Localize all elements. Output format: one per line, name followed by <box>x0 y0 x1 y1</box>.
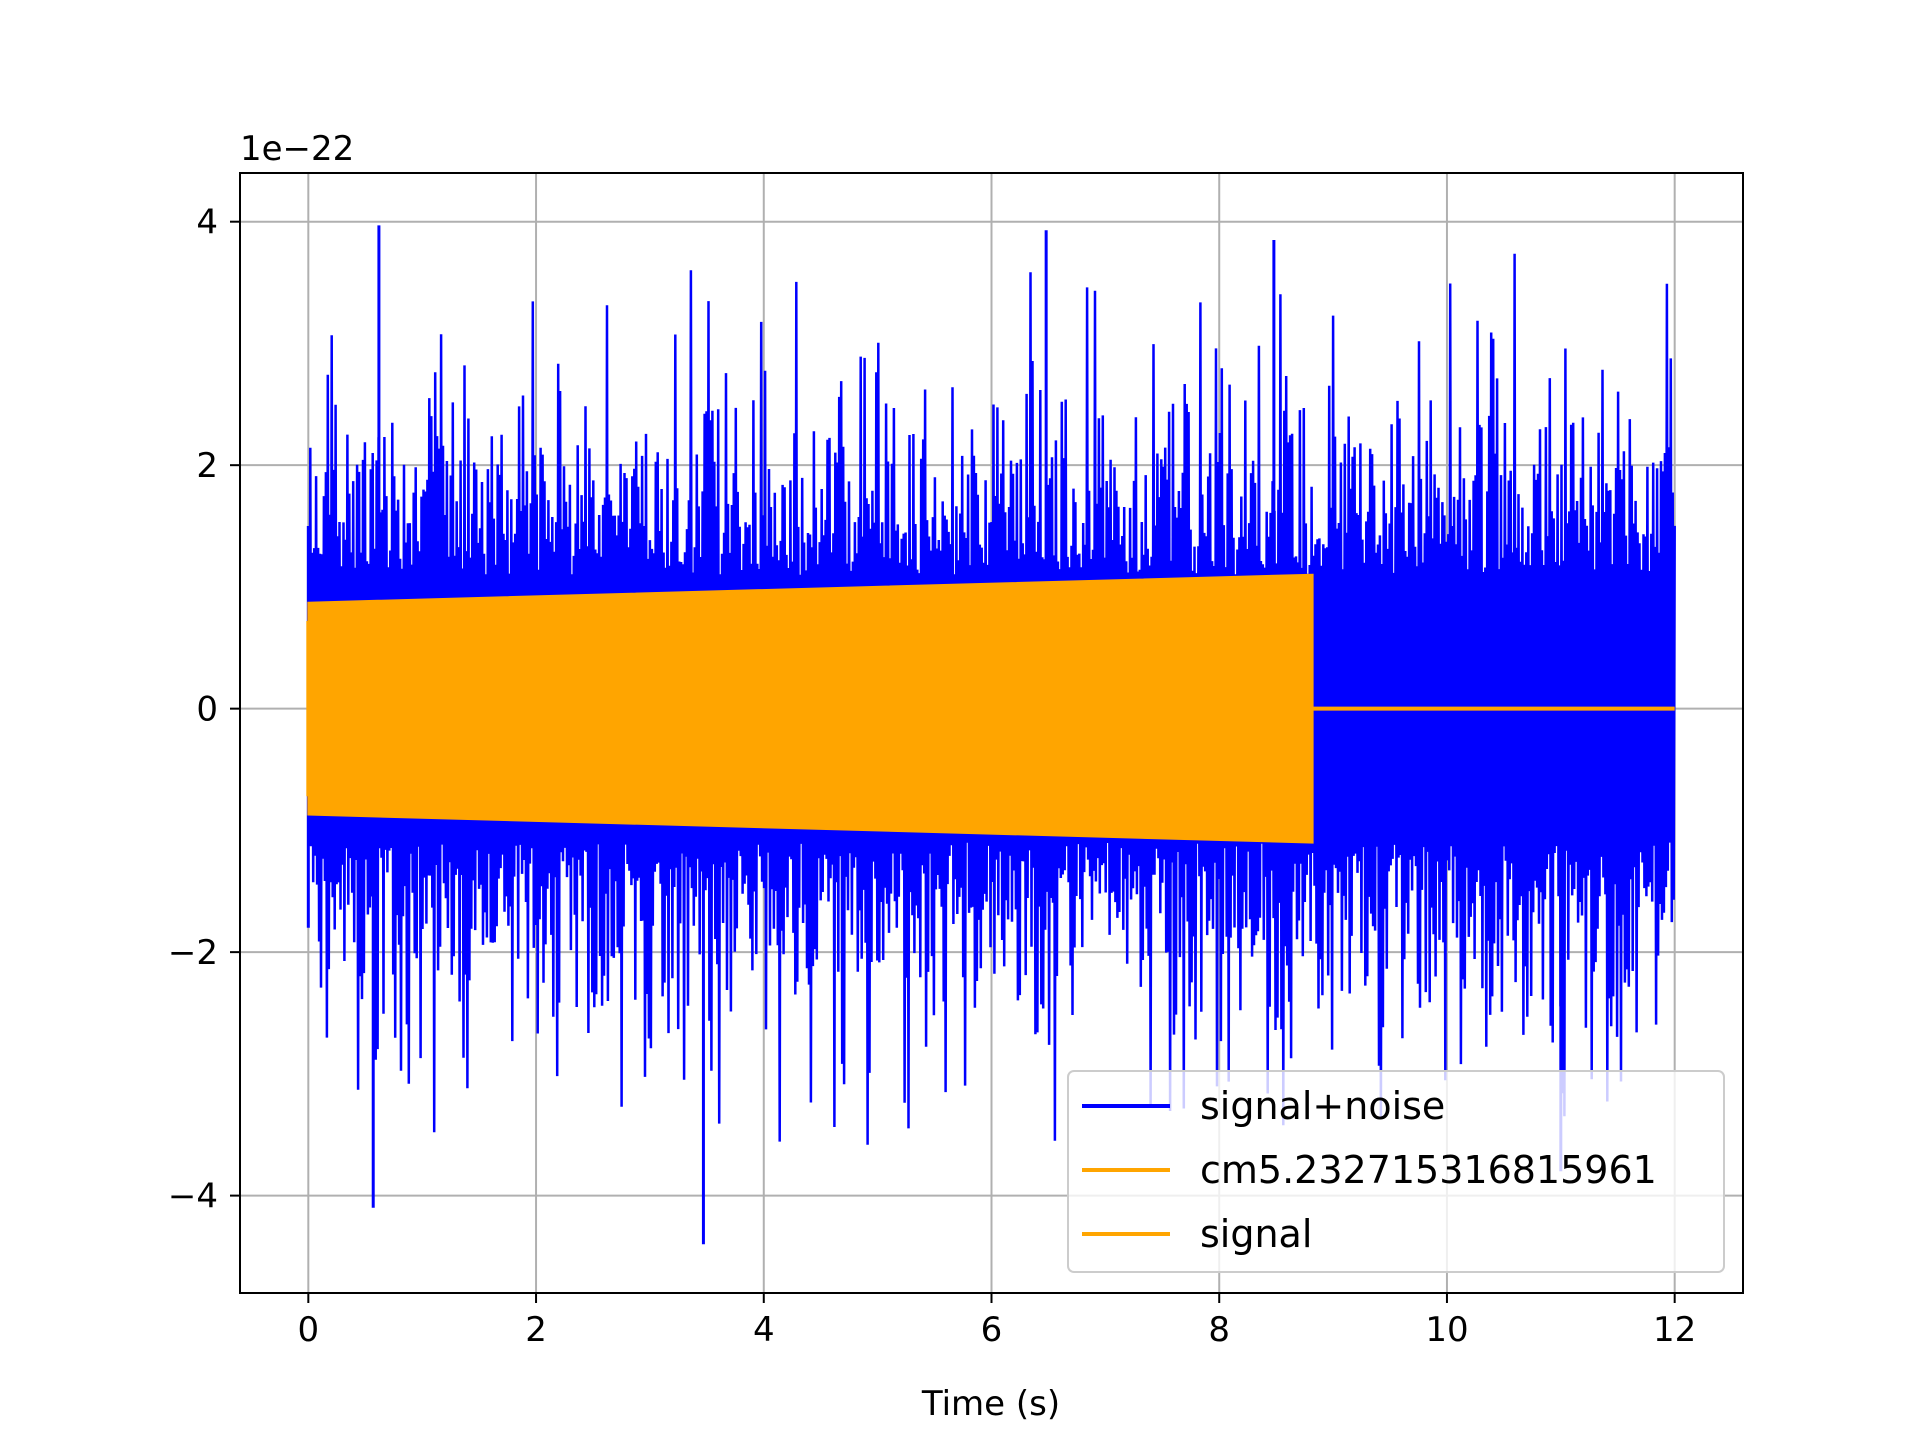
legend: signal+noise cm5.232715316815961 signal <box>1067 1070 1725 1273</box>
series-layer <box>306 225 1676 1245</box>
y-tick-label: 2 <box>196 446 218 486</box>
legend-box <box>1067 1070 1725 1273</box>
y-scale-label: 1e−22 <box>240 129 354 169</box>
y-tick-label: 0 <box>196 690 218 730</box>
y-tick-label: 4 <box>196 203 218 243</box>
series-signal-envelope <box>307 573 1314 844</box>
x-tick-label: 8 <box>1208 1310 1230 1350</box>
ticks: 0 2 4 6 8 10 12 −4 −2 0 2 4 <box>168 203 1696 1350</box>
x-tick-label: 2 <box>525 1310 547 1350</box>
y-tick-label: −4 <box>168 1177 218 1217</box>
y-tick-label: −2 <box>168 933 218 973</box>
x-tick-label: 6 <box>981 1310 1003 1350</box>
legend-label-cm: cm5.232715316815961 <box>1200 1148 1657 1192</box>
x-tick-label: 10 <box>1425 1310 1468 1350</box>
x-axis-label: Time (s) <box>921 1384 1060 1424</box>
x-tick-label: 12 <box>1653 1310 1696 1350</box>
x-tick-label: 0 <box>297 1310 319 1350</box>
x-tick-label: 4 <box>753 1310 775 1350</box>
legend-label-signal: signal <box>1200 1212 1312 1256</box>
legend-label-signal-noise: signal+noise <box>1200 1084 1445 1128</box>
